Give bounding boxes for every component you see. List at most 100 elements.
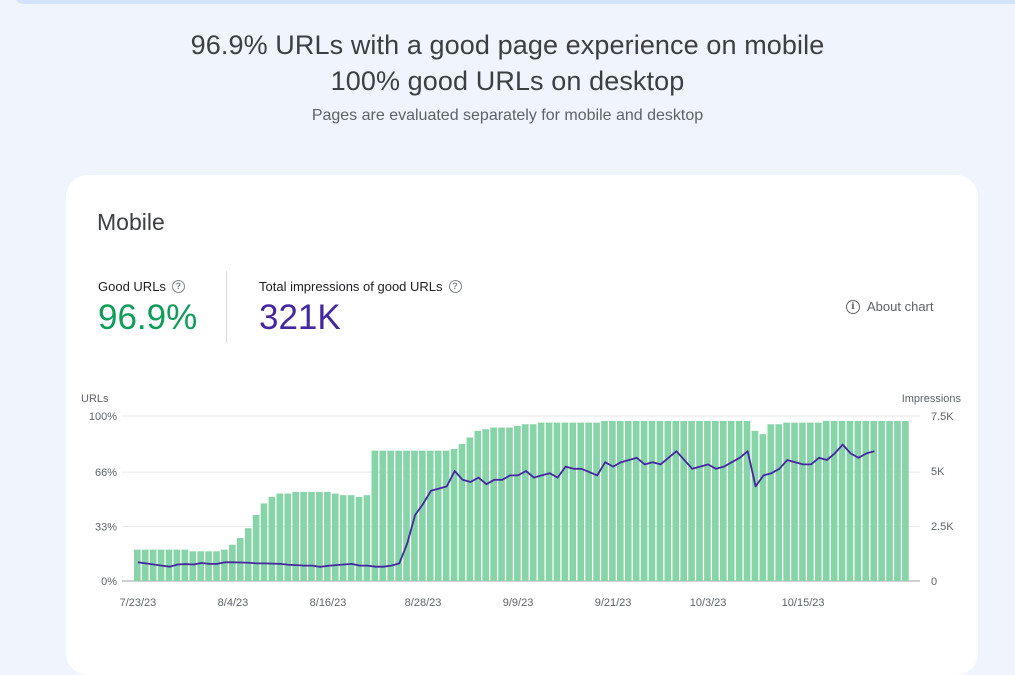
bar — [751, 430, 759, 581]
x-tick-label: 9/21/23 — [595, 597, 632, 609]
bar — [601, 420, 608, 581]
bar — [387, 450, 395, 581]
bar — [434, 450, 442, 581]
bar — [719, 420, 727, 581]
bar — [419, 450, 426, 581]
bar — [490, 427, 497, 581]
left-tick-label: 0% — [101, 576, 117, 588]
bar — [553, 422, 561, 581]
x-tick-label: 10/3/23 — [690, 597, 727, 609]
bar — [347, 495, 355, 581]
metric-divider — [226, 271, 227, 343]
bar — [371, 450, 379, 581]
headline-mobile: 96.9% URLs with a good page experience o… — [190, 30, 825, 60]
left-axis-title: URLs — [81, 393, 109, 405]
bar — [308, 491, 315, 581]
right-tick-label: 2.5K — [931, 521, 954, 533]
bar — [403, 450, 410, 581]
right-axis-title: Impressions — [902, 393, 962, 405]
bar — [680, 420, 687, 581]
bar — [886, 420, 893, 581]
bar — [529, 424, 537, 581]
help-icon[interactable]: ? — [448, 280, 462, 293]
card-title: Mobile — [97, 209, 165, 235]
x-tick-label: 7/23/23 — [120, 597, 157, 609]
x-tick-label: 10/15/23 — [782, 597, 825, 609]
bar — [791, 422, 798, 581]
bar — [522, 424, 529, 581]
bar — [474, 430, 482, 581]
bar — [236, 538, 244, 581]
bar — [593, 422, 600, 581]
impressions-label: Total impressions of good URLs — [259, 279, 443, 294]
bar — [672, 420, 680, 581]
bar — [561, 422, 569, 581]
bar — [363, 495, 371, 581]
url-impressions-chart: 0% 33% 66% 100% 0 2.5K 5K 7.5K URLs Impressions 7/… — [81, 393, 962, 609]
bar — [395, 450, 402, 581]
bar — [609, 420, 616, 581]
x-tick-label: 8/16/23 — [310, 597, 347, 609]
bar — [205, 551, 212, 581]
bar — [569, 422, 577, 581]
bar — [141, 549, 149, 581]
info-icon: i — [846, 299, 860, 314]
bar — [482, 429, 490, 581]
bar — [648, 420, 656, 581]
bar — [862, 420, 870, 581]
bar — [585, 422, 592, 581]
right-tick-label: 0 — [931, 576, 937, 588]
bar — [300, 491, 307, 581]
bar — [355, 496, 363, 581]
bar — [498, 427, 505, 581]
bar — [316, 491, 323, 581]
bar — [688, 420, 695, 581]
bar — [640, 420, 648, 581]
bar — [712, 420, 719, 581]
impressions-value: 321K — [259, 298, 341, 337]
bar — [577, 422, 585, 581]
bar — [878, 420, 885, 581]
bar — [268, 496, 276, 581]
bar — [902, 420, 909, 581]
bar — [514, 425, 521, 581]
bar — [814, 422, 822, 581]
bar — [134, 549, 141, 581]
right-tick-label: 5K — [931, 466, 945, 478]
bar — [450, 449, 458, 581]
bar — [767, 424, 775, 581]
about-chart-link[interactable]: i About chart — [846, 299, 934, 314]
bar — [213, 551, 220, 581]
headline-desktop: 100% good URLs on desktop — [330, 66, 685, 96]
bar — [759, 434, 767, 581]
about-chart-label: About chart — [867, 299, 934, 314]
bar — [221, 549, 228, 581]
bar — [292, 491, 299, 581]
bar — [276, 493, 284, 581]
bar — [545, 422, 553, 581]
bar — [656, 420, 664, 581]
bar — [894, 420, 901, 581]
top-banner-strip — [14, 0, 1015, 4]
bar — [379, 450, 387, 581]
good-urls-value: 96.9% — [98, 298, 198, 337]
bar — [466, 437, 474, 581]
bar — [830, 420, 838, 581]
bar — [260, 503, 268, 581]
bar — [537, 422, 545, 581]
help-icon[interactable]: ? — [171, 280, 185, 293]
headline-subtitle: Pages are evaluated separately for mobil… — [311, 107, 704, 124]
x-tick-label: 8/28/23 — [405, 597, 442, 609]
bar — [426, 450, 434, 581]
bar — [324, 491, 331, 581]
bar — [252, 515, 260, 581]
bar — [506, 427, 513, 581]
bar — [181, 549, 189, 581]
bar — [846, 420, 854, 581]
bar — [704, 420, 711, 581]
bar — [339, 495, 347, 581]
good-urls-label: Good URLs — [98, 279, 166, 294]
bar — [822, 420, 830, 581]
good-urls-metric: Good URLs ? 96.9% — [98, 279, 197, 338]
bar — [775, 424, 783, 581]
